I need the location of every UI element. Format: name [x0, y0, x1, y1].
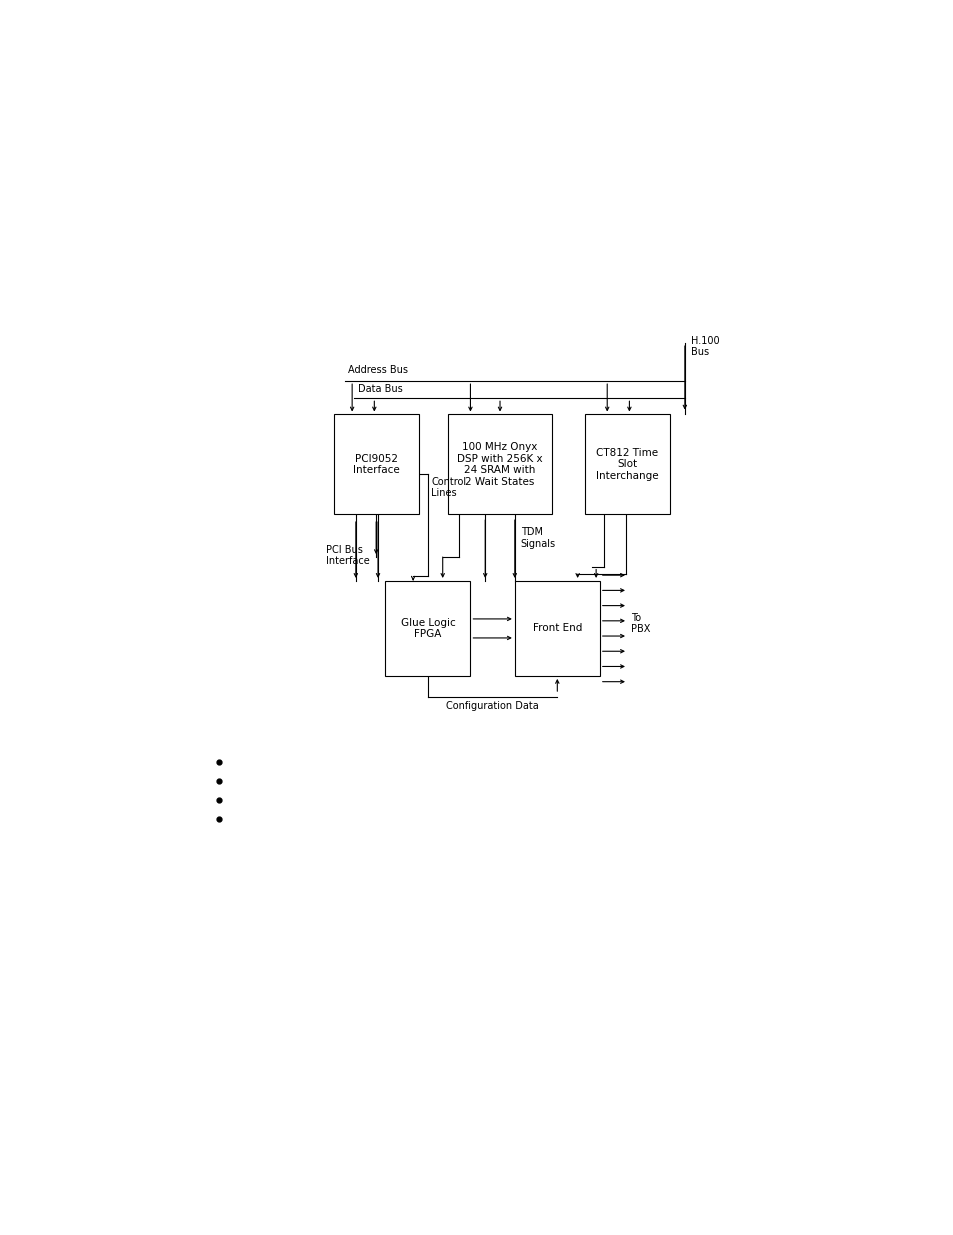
Bar — [385, 580, 470, 676]
Text: Data Bus: Data Bus — [357, 384, 402, 394]
Text: Configuration Data: Configuration Data — [446, 700, 538, 710]
Text: PCI Bus
Interface: PCI Bus Interface — [326, 545, 370, 567]
Text: Front End: Front End — [532, 624, 581, 634]
Text: Control
Lines: Control Lines — [431, 477, 466, 499]
Text: CT812 Time
Slot
Interchange: CT812 Time Slot Interchange — [596, 448, 659, 480]
Text: TDM
Signals: TDM Signals — [520, 527, 556, 548]
Bar — [334, 415, 418, 514]
Text: H.100
Bus: H.100 Bus — [690, 336, 719, 357]
Text: To
PBX: To PBX — [630, 613, 650, 635]
Text: 100 MHz Onyx
DSP with 256K x
24 SRAM with
2 Wait States: 100 MHz Onyx DSP with 256K x 24 SRAM wit… — [456, 442, 542, 487]
Bar — [448, 415, 551, 514]
Text: Glue Logic
FPGA: Glue Logic FPGA — [400, 618, 455, 640]
Text: Address Bus: Address Bus — [348, 364, 408, 374]
Bar — [584, 415, 669, 514]
Bar — [515, 580, 599, 676]
Text: PCI9052
Interface: PCI9052 Interface — [353, 453, 399, 475]
